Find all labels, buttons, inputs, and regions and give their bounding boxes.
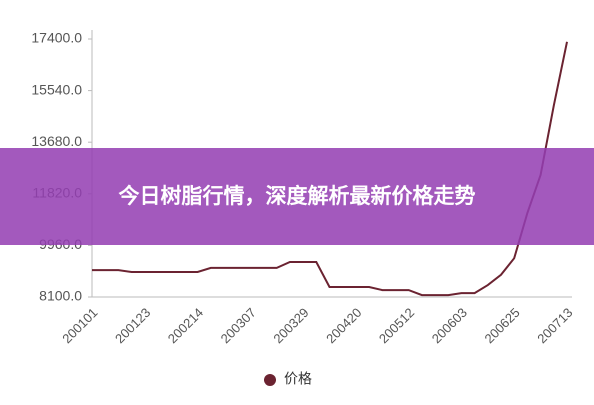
x-tick-label: 200603: [429, 305, 470, 346]
banner-title: 今日树脂行情，深度解析最新价格走势: [118, 184, 476, 208]
x-tick-label: 200625: [481, 305, 522, 346]
x-tick-label: 200123: [112, 305, 153, 346]
y-tick-label: 17400.0: [31, 30, 82, 46]
x-tick-label: 200329: [270, 305, 311, 346]
y-tick-label: 8100.0: [39, 288, 82, 304]
banner: 今日树脂行情，深度解析最新价格走势: [0, 148, 594, 245]
x-tick-label: 200512: [376, 305, 417, 346]
legend-marker: [264, 374, 276, 386]
legend-label: 价格: [284, 371, 312, 387]
x-tick-label: 200420: [323, 305, 364, 346]
line: [92, 41, 568, 297]
x-tick-label: 200307: [218, 305, 259, 346]
x-tick-label: 200214: [165, 305, 206, 346]
x-tick-label: 200713: [534, 305, 575, 346]
y-tick-label: 13680.0: [31, 133, 82, 149]
x-tick-label: 200101: [59, 305, 100, 346]
y-tick-label: 15540.0: [31, 81, 82, 97]
